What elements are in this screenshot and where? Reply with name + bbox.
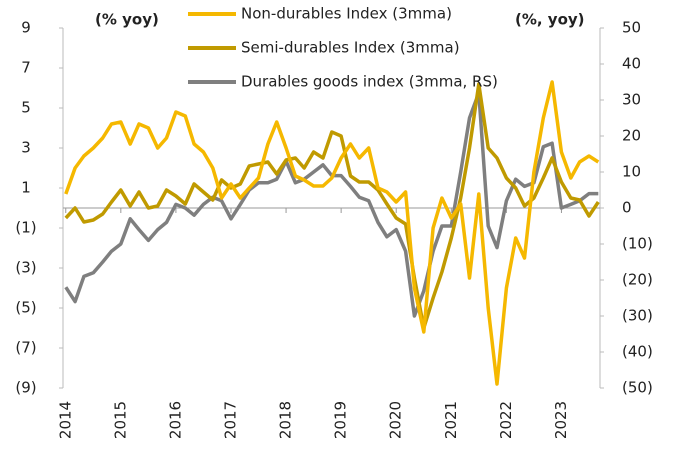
series-line: [64, 82, 600, 330]
legend-label: Durables goods index (3mma, RS): [241, 73, 498, 91]
y2-tick-label: (10): [622, 235, 653, 253]
y-tick-label: (1): [15, 219, 36, 237]
y-tick-label: (5): [15, 299, 36, 317]
x-tick-label: 2014: [56, 401, 74, 439]
left-axis-label: (% yoy): [95, 11, 159, 29]
x-tick-label: 2016: [166, 401, 184, 439]
x-tick-label: 2023: [552, 401, 570, 439]
y2-tick-label: 20: [622, 127, 641, 145]
right-axis-label: (%, yoy): [515, 11, 585, 29]
y2-tick-label: 30: [622, 91, 641, 109]
y-tick-label: 1: [21, 179, 31, 197]
x-tick-label: 2020: [387, 401, 405, 439]
legend-label: Non-durables Index (3mma): [241, 5, 452, 23]
x-tick-label: 2017: [221, 401, 239, 439]
y2-tick-label: (50): [622, 379, 653, 397]
y2-tick-label: 40: [622, 55, 641, 73]
x-tick-label: 2018: [277, 401, 295, 439]
y2-tick-label: (40): [622, 343, 653, 361]
legend-label: Semi-durables Index (3mma): [241, 39, 460, 57]
y2-tick-label: (30): [622, 307, 653, 325]
x-tick-label: 2022: [497, 401, 515, 439]
y2-tick-label: 10: [622, 163, 641, 181]
y-tick-label: (7): [15, 339, 36, 357]
y2-tick-label: (20): [622, 271, 653, 289]
x-tick-label: 2021: [442, 401, 460, 439]
y2-tick-label: 50: [622, 19, 641, 37]
y-tick-label: 5: [21, 99, 31, 117]
y-tick-label: 7: [21, 59, 31, 77]
y2-tick-label: 0: [622, 199, 632, 217]
y-tick-label: (3): [15, 259, 36, 277]
y-tick-label: 3: [21, 139, 31, 157]
y-tick-label: 9: [21, 19, 31, 37]
x-tick-label: 2015: [111, 401, 129, 439]
x-tick-label: 2019: [332, 401, 350, 439]
y-tick-label: (9): [15, 379, 36, 397]
series-line: [64, 80, 600, 386]
